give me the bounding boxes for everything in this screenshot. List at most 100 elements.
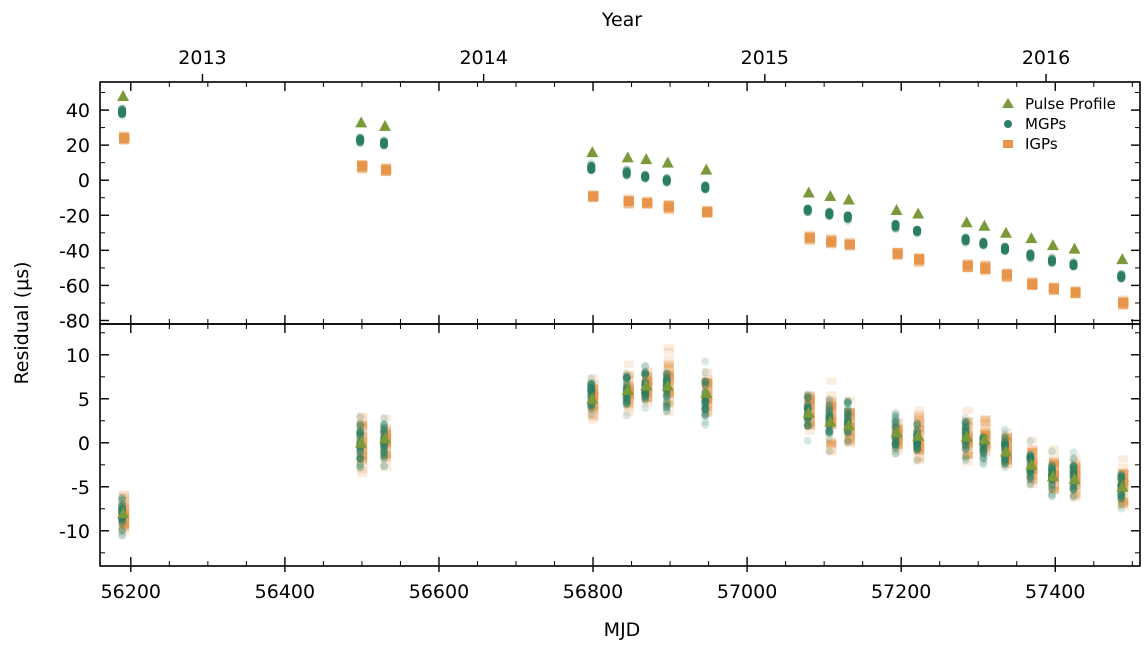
igp-point [1027, 466, 1038, 474]
mgp-point [961, 234, 970, 243]
igp-point [119, 520, 130, 528]
igp-point [892, 249, 903, 257]
mgp-point [622, 167, 631, 176]
igp-point [892, 251, 903, 259]
igp-point [1027, 280, 1038, 288]
mgp-point [1026, 250, 1035, 259]
igp-point [844, 439, 855, 447]
mgp-point [587, 160, 596, 169]
mgp-point [587, 384, 596, 393]
igp-point [962, 451, 973, 459]
igp-point [844, 239, 855, 247]
mgp-point [803, 416, 812, 425]
mgp-point [1069, 259, 1078, 268]
igp-point [642, 201, 653, 209]
igp-point [892, 251, 903, 259]
mgp-point [701, 184, 710, 193]
igp-point [1118, 300, 1129, 308]
igp-point [119, 136, 130, 144]
igp-point [588, 192, 599, 200]
igp-point [588, 384, 599, 392]
igp-point [844, 413, 855, 421]
igp-point [1048, 282, 1059, 290]
mgp-point [803, 207, 812, 216]
mgp-point [622, 396, 631, 405]
igp-point [844, 239, 855, 247]
igp-point [381, 168, 392, 176]
mgp-point [622, 165, 631, 174]
igp-point [826, 448, 837, 456]
mgp-point [701, 184, 710, 193]
igp-point [623, 196, 634, 204]
igp-point [623, 195, 634, 203]
igp-point [357, 448, 368, 456]
mgp-point [1026, 454, 1035, 463]
igp-point [892, 424, 903, 432]
y-tick-label: 20 [66, 135, 90, 157]
igp-point [119, 137, 130, 145]
mgp-point [825, 208, 834, 217]
igp-point [702, 209, 713, 217]
mgp-point [1026, 250, 1035, 259]
mgp-point [587, 163, 596, 172]
igp-point [962, 458, 973, 466]
mgp-point [641, 171, 650, 180]
y-tick-label: 0 [78, 433, 90, 455]
mgp-point [825, 403, 834, 412]
mgp-point [622, 171, 631, 180]
igp-point [892, 438, 903, 446]
mgp-point [622, 168, 631, 177]
mgp-point [1047, 255, 1056, 264]
igp-point [1001, 454, 1012, 462]
mgp-point [979, 241, 988, 250]
igp-point [119, 523, 130, 531]
mgp-point [961, 235, 970, 244]
igp-point [1070, 289, 1081, 297]
mgp-point [891, 418, 900, 427]
igp-point [804, 422, 815, 430]
mgp-point [380, 423, 389, 432]
igp-point [1027, 282, 1038, 290]
igp-point [1001, 275, 1012, 283]
mgp-point [1026, 251, 1035, 260]
mgp-point [825, 212, 834, 221]
igp-point [804, 234, 815, 242]
igp-point [588, 194, 599, 202]
mgp-point [961, 418, 970, 427]
mgp-point [380, 138, 389, 147]
igp-point [962, 262, 973, 270]
igp-point [642, 198, 653, 206]
igp-point [844, 243, 855, 251]
mgp-point [587, 381, 596, 390]
mgp-point [825, 210, 834, 219]
igp-point [826, 236, 837, 244]
mgp-point [1026, 253, 1035, 262]
mgp-point [701, 184, 710, 193]
igp-point [1001, 456, 1012, 464]
mgp-point [587, 162, 596, 171]
y-tick-label: -20 [59, 205, 90, 227]
igp-point [381, 165, 392, 173]
igp-point [826, 408, 837, 416]
mgp-point [1026, 453, 1035, 462]
igp-point [804, 391, 815, 399]
igp-point [1027, 282, 1038, 290]
mgp-point [1000, 430, 1009, 439]
mgp-point [1069, 261, 1078, 270]
mgp-point [1047, 256, 1056, 265]
igp-point [826, 236, 837, 244]
mgp-point [118, 107, 127, 116]
igp-point [357, 444, 368, 452]
mgp-point [118, 111, 127, 120]
mgp-point [843, 211, 852, 220]
igp-point [914, 259, 925, 267]
igp-point [1001, 461, 1012, 469]
igp-point [1048, 284, 1059, 292]
mgp-point [803, 204, 812, 213]
mgp-point [803, 204, 812, 213]
mgp-point [1117, 490, 1126, 499]
igp-point [1048, 286, 1059, 294]
igp-point [914, 253, 925, 261]
